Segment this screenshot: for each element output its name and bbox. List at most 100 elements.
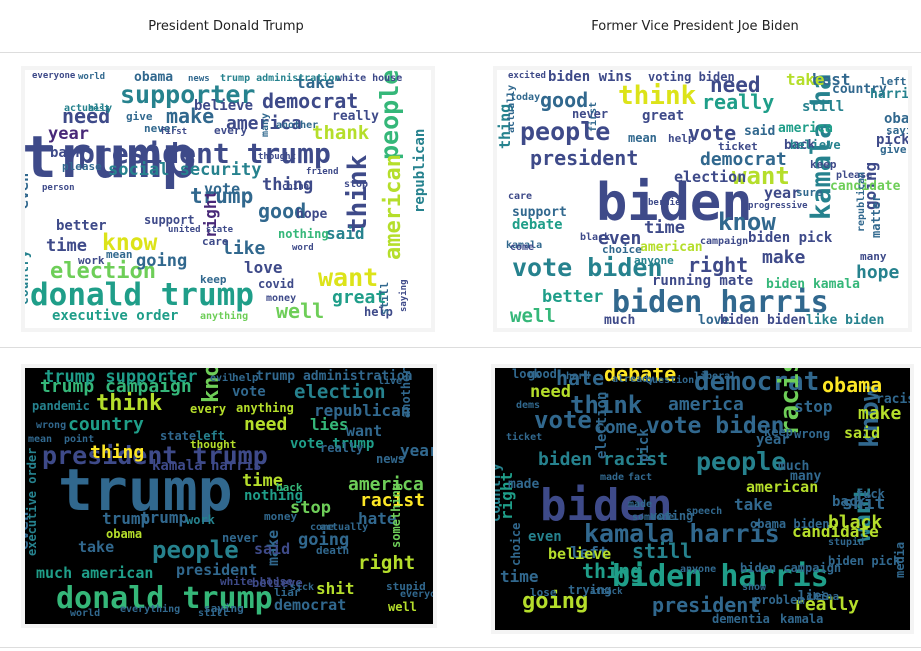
cloud-word: running mate — [652, 273, 753, 289]
cloud-word: back — [276, 481, 303, 494]
cloud-word: supporter — [120, 80, 255, 109]
cloud-word: biden pick — [748, 230, 833, 246]
cloud-word: executive order — [52, 308, 178, 324]
cloud-word: black — [828, 512, 882, 533]
cloud-word: better — [542, 287, 603, 307]
cloud-word: everything — [120, 603, 180, 615]
cloud-word: believe — [548, 545, 611, 563]
cloud-word: care — [508, 191, 532, 202]
biden-negative-wordcloud: biden biden harris people kamala harris demo… — [495, 368, 910, 630]
cloud-word: obama biden — [750, 517, 829, 531]
cloud-word: said — [744, 124, 775, 139]
cloud-word: pick — [876, 132, 908, 148]
cloud-word: made — [628, 499, 652, 510]
cloud-word: choice — [602, 243, 642, 256]
cloud-word: sick — [290, 581, 314, 593]
cloud-word: democrat — [694, 368, 819, 397]
cloud-word: racist — [775, 368, 805, 436]
cloud-word: democrat — [700, 149, 787, 170]
divider-top — [0, 52, 921, 53]
cloud-word: many — [860, 250, 887, 263]
cloud-word: really — [320, 441, 363, 455]
cloud-word: work — [186, 513, 216, 527]
cloud-word: said — [254, 540, 290, 558]
cloud-word: world — [78, 72, 105, 82]
cloud-word: voting — [650, 509, 693, 523]
cloud-word: democrat — [274, 596, 346, 614]
cloud-word: republican — [412, 129, 428, 213]
cloud-word: biden biden — [720, 313, 806, 328]
cloud-word: every — [190, 402, 226, 416]
cloud-word: thought — [190, 438, 236, 451]
cloud-word: mean — [628, 131, 657, 145]
cloud-word: come — [310, 522, 334, 533]
cloud-word: country — [68, 414, 144, 435]
cloud-word: think — [570, 391, 643, 419]
cloud-word: kamala — [780, 612, 823, 626]
cloud-word: well — [388, 600, 417, 614]
cloud-word: biden wins — [548, 70, 632, 85]
cloud-word: united state — [168, 224, 234, 235]
cloud-word: choice — [509, 523, 523, 566]
cloud-word: keep — [764, 425, 793, 439]
cloud-word: made — [600, 472, 624, 483]
cloud-word: love — [698, 313, 729, 328]
cloud-word: even — [25, 511, 32, 550]
divider-middle — [0, 347, 921, 348]
cloud-word: mean — [106, 248, 133, 261]
cloud-word: help — [364, 305, 393, 319]
cloud-word: good — [528, 368, 557, 381]
cloud-word: like — [222, 238, 266, 259]
cloud-word: going — [522, 589, 588, 614]
cloud-word: covid — [258, 277, 294, 291]
cloud-word: trump campaign — [40, 376, 192, 397]
cloud-word: lose — [530, 586, 557, 599]
cloud-word: kamala harris — [806, 70, 837, 220]
cloud-word: make — [264, 530, 282, 566]
cloud-word: word — [292, 243, 314, 253]
cloud-word: thing — [90, 442, 144, 463]
cloud-word: biden harris — [612, 285, 829, 320]
cloud-word: show — [742, 582, 767, 593]
cloud-word: year — [764, 184, 800, 202]
cloud-word: black — [580, 232, 610, 243]
cloud-word: anything — [236, 401, 294, 415]
cloud-word: said — [326, 224, 365, 243]
biden-positive-wordcloud: biden biden harris kamala harris vote biden… — [497, 70, 908, 328]
cloud-word: biden — [596, 173, 753, 233]
cloud-word: left — [570, 543, 609, 562]
cloud-word: believe — [194, 98, 253, 114]
cloud-word: time — [644, 218, 685, 238]
cloud-word: kamala harris — [584, 519, 780, 548]
cloud-word: stop — [794, 397, 833, 416]
cloud-word: people — [696, 447, 786, 476]
cloud-word: vote — [204, 180, 240, 198]
cloud-word: know — [102, 230, 158, 256]
cloud-word: actually — [64, 103, 112, 114]
cloud-word: trump — [25, 123, 197, 191]
cloud-word: dems — [516, 400, 540, 411]
cloud-word: trump — [140, 508, 188, 527]
cloud-word: stupid — [828, 536, 864, 548]
cloud-word: nothing — [244, 488, 303, 504]
cloud-word: hope — [296, 207, 327, 222]
cloud-word: mean — [28, 434, 52, 445]
cloud-word: ticket — [718, 140, 758, 153]
cloud-word: president trump — [42, 441, 268, 470]
cloud-word: never — [222, 531, 258, 545]
cloud-word: left — [880, 75, 907, 88]
cloud-word: news — [188, 74, 210, 84]
cloud-word: keep — [810, 158, 837, 171]
cloud-word: biden racist — [538, 449, 668, 470]
cloud-word: people — [375, 70, 404, 160]
cloud-word: anything — [200, 310, 248, 322]
cloud-word: every — [214, 124, 247, 137]
cloud-word: much — [778, 459, 809, 474]
column-header-trump: President Donald Trump — [148, 18, 304, 34]
cloud-word: obama — [134, 70, 173, 85]
cloud-word: campaign — [700, 235, 748, 247]
cloud-word: bernie — [648, 197, 681, 208]
cloud-word: biden kamala — [766, 277, 860, 292]
cloud-word: right — [201, 190, 220, 238]
cloud-word: saying — [398, 279, 409, 312]
